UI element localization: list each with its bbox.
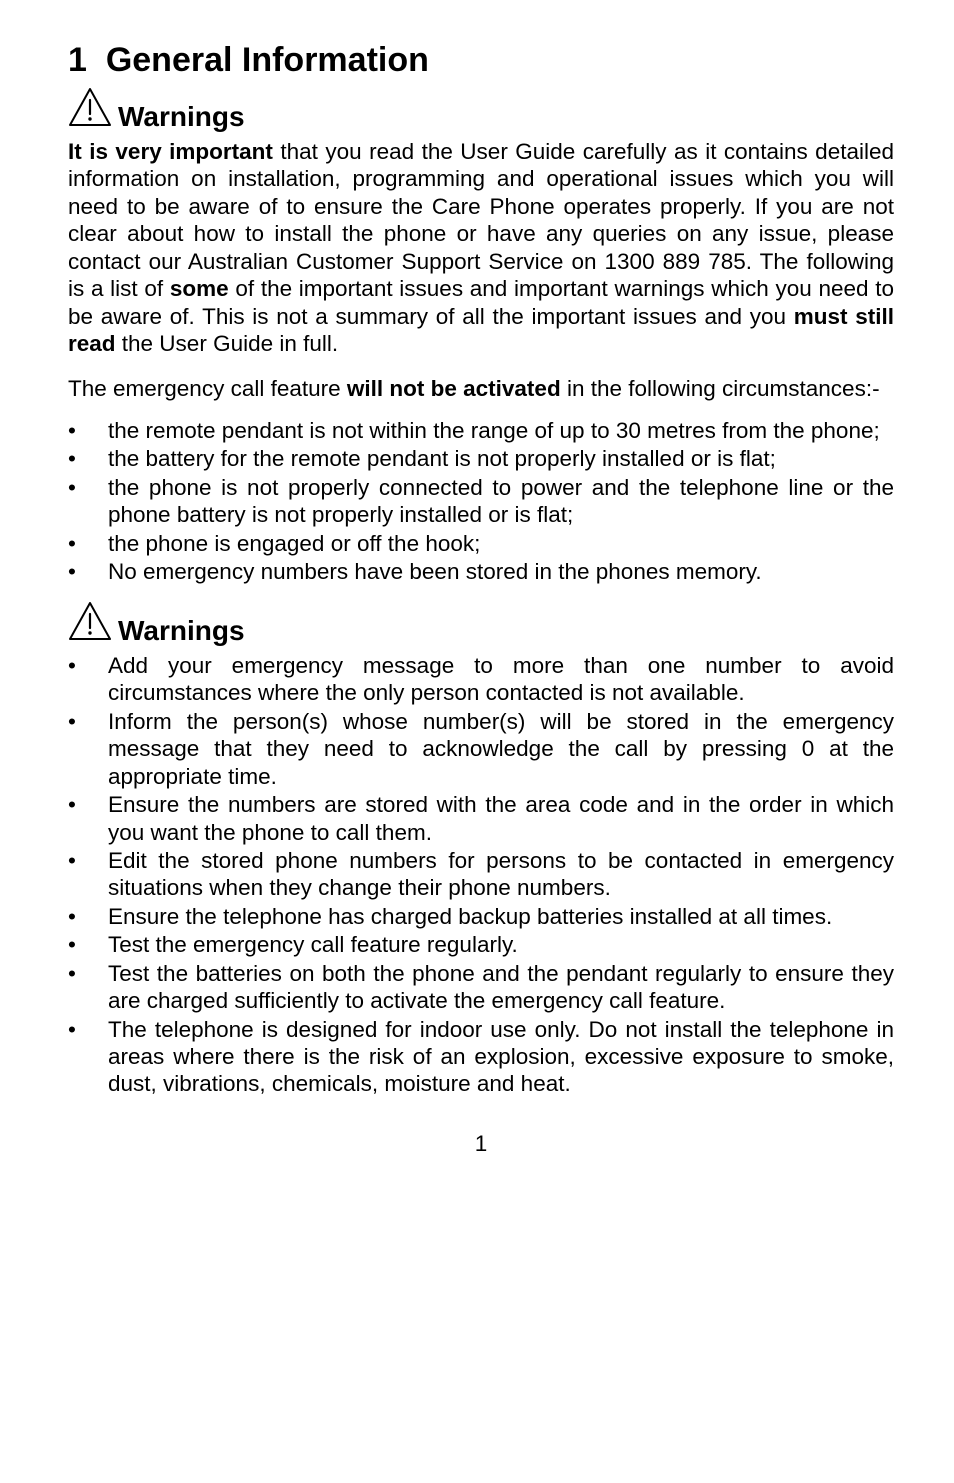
bullets-list-2: Add your emergency message to more than … <box>68 652 894 1098</box>
list-item: Edit the stored phone numbers for person… <box>68 847 894 902</box>
page-number: 1 <box>68 1130 894 1157</box>
list-item: Test the batteries on both the phone and… <box>68 960 894 1015</box>
warnings-heading-1: Warnings <box>68 87 894 133</box>
warning-triangle-icon <box>68 87 112 133</box>
list-item: the phone is not properly connected to p… <box>68 474 894 529</box>
list-item: the phone is engaged or off the hook; <box>68 530 894 557</box>
list-item: Inform the person(s) whose number(s) wil… <box>68 708 894 790</box>
section-number-text: 1 <box>68 41 87 79</box>
list-item: Test the emergency call feature regularl… <box>68 931 894 958</box>
warnings-heading-2: Warnings <box>68 601 894 647</box>
list-item: the remote pendant is not within the ran… <box>68 417 894 444</box>
list-item: Ensure the numbers are stored with the a… <box>68 791 894 846</box>
list-item: Add your emergency message to more than … <box>68 652 894 707</box>
subintro-paragraph: The emergency call feature will not be a… <box>68 375 894 402</box>
bullets-list-1: the remote pendant is not within the ran… <box>68 417 894 586</box>
warning-triangle-icon <box>68 601 112 647</box>
list-item: the battery for the remote pendant is no… <box>68 445 894 472</box>
section-title-text: General Information <box>106 41 429 79</box>
list-item: No emergency numbers have been stored in… <box>68 558 894 585</box>
warnings-label-1: Warnings <box>118 100 245 134</box>
warnings-label-2: Warnings <box>118 614 245 648</box>
intro-paragraph: It is very important that you read the U… <box>68 138 894 358</box>
section-title: 1 General Information <box>68 40 894 81</box>
list-item: The telephone is designed for indoor use… <box>68 1016 894 1098</box>
list-item: Ensure the telephone has charged backup … <box>68 903 894 930</box>
